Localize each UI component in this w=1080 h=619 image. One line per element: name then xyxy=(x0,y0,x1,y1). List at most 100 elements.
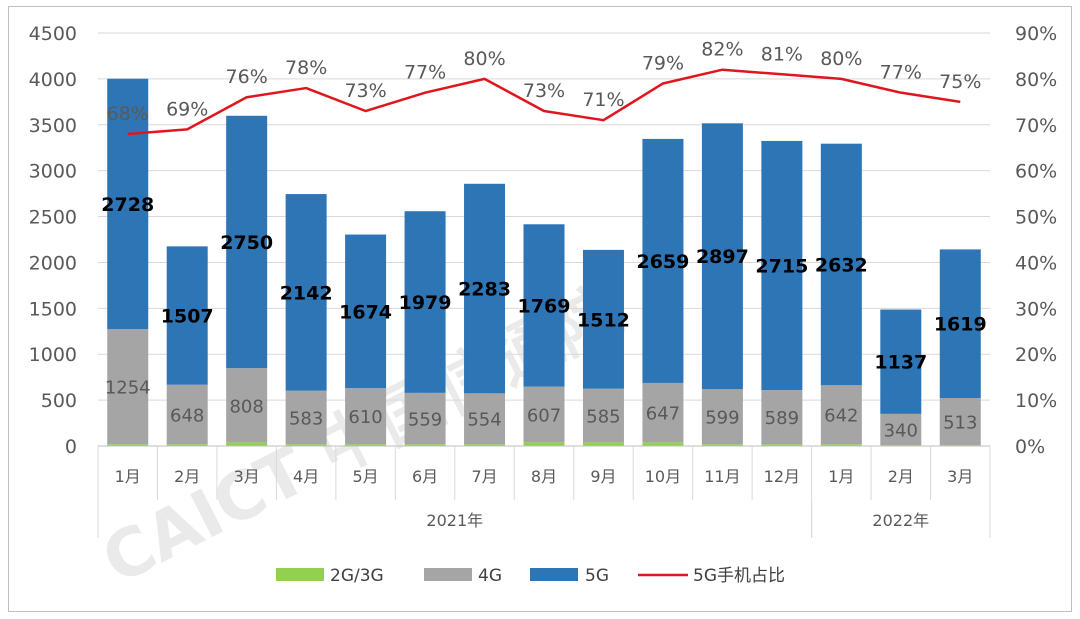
y-left-tick-label: 3000 xyxy=(29,161,77,183)
label-5g-share: 68% xyxy=(107,103,149,125)
label-4g: 599 xyxy=(705,408,739,429)
year-label: 2022年 xyxy=(872,511,929,530)
bar-4g xyxy=(523,386,565,443)
bar-4g xyxy=(226,368,268,443)
x-tick-label: 10月 xyxy=(645,467,681,486)
legend-label: 5G xyxy=(585,566,609,586)
bar-2g3g xyxy=(701,444,743,446)
label-5g-share: 81% xyxy=(761,43,803,65)
bar-5g xyxy=(820,143,862,386)
legend-label: 2G/3G xyxy=(330,566,384,586)
bar-4g xyxy=(701,389,743,445)
bar-4g xyxy=(761,390,803,445)
label-5g: 1507 xyxy=(161,306,214,328)
x-tick-label: 3月 xyxy=(947,467,973,486)
label-4g: 610 xyxy=(348,407,382,428)
share-line xyxy=(127,68,961,136)
label-5g: 2897 xyxy=(696,246,749,268)
label-4g: 585 xyxy=(586,406,620,427)
label-5g: 1619 xyxy=(934,314,987,336)
label-5g-share: 73% xyxy=(344,80,386,102)
legend-swatch-5g xyxy=(530,568,578,581)
label-5g-share: 80% xyxy=(463,48,505,70)
label-5g-share: 82% xyxy=(701,39,743,61)
y-left-tick-label: 2000 xyxy=(29,252,77,274)
label-5g: 2750 xyxy=(220,232,273,254)
bar-2g3g xyxy=(345,444,387,446)
label-4g: 583 xyxy=(289,408,323,429)
legend-swatch-2g3g xyxy=(276,568,324,581)
y-right-tick-label: 80% xyxy=(1015,69,1057,91)
y-left-tick-label: 1000 xyxy=(29,344,77,366)
bar-5g xyxy=(345,234,387,389)
chart-frame xyxy=(8,6,1072,612)
label-5g: 2632 xyxy=(815,254,868,276)
bar-4g xyxy=(285,390,327,445)
bar-2g3g xyxy=(523,442,565,446)
bar-2g3g xyxy=(107,444,149,446)
x-tick-label: 11月 xyxy=(704,467,740,486)
bar-5g xyxy=(880,309,922,414)
bar-5g xyxy=(939,249,981,399)
label-5g-share: 76% xyxy=(226,66,268,88)
line-5g-share xyxy=(127,68,961,136)
bar-2g3g xyxy=(582,442,624,446)
axes: 0 0% 500 10% 1000 20% 1500 30% 2000 40% 2500 50% 300… xyxy=(29,23,1057,538)
bar-4g xyxy=(642,382,684,443)
bar-5g xyxy=(523,224,565,387)
y-left-tick-label: 500 xyxy=(41,390,77,412)
bar-2g3g xyxy=(464,444,506,446)
bar-5g xyxy=(464,183,506,394)
label-5g-share: 78% xyxy=(285,57,327,79)
label-4g: 554 xyxy=(467,410,501,431)
label-5g-share: 77% xyxy=(880,62,922,84)
label-5g: 2728 xyxy=(101,194,154,216)
label-5g-share: 73% xyxy=(523,80,565,102)
y-right-tick-label: 40% xyxy=(1015,252,1057,274)
bar-4g xyxy=(404,392,446,445)
label-4g: 648 xyxy=(170,405,204,426)
bar-5g xyxy=(701,123,743,390)
y-right-tick-label: 50% xyxy=(1015,207,1057,229)
legend-swatch-4g xyxy=(424,568,472,581)
label-4g: 808 xyxy=(229,396,263,417)
bar-2g3g xyxy=(761,444,803,446)
bar-5g xyxy=(582,249,624,389)
x-tick-label: 5月 xyxy=(353,467,379,486)
x-tick-label: 2月 xyxy=(888,467,914,486)
bar-2g3g xyxy=(404,444,446,446)
bar-5g xyxy=(404,211,446,393)
y-left-tick-label: 0 xyxy=(65,436,77,458)
bar-4g xyxy=(464,393,506,445)
label-5g: 1769 xyxy=(518,295,571,317)
bar-5g xyxy=(166,246,208,385)
bar-2g3g xyxy=(285,444,327,446)
y-right-tick-label: 20% xyxy=(1015,344,1057,366)
label-4g: 340 xyxy=(884,420,918,441)
bar-4g xyxy=(939,398,981,446)
bar-4g xyxy=(582,388,624,443)
label-4g: 559 xyxy=(408,410,442,431)
y-left-tick-label: 1500 xyxy=(29,298,77,320)
bar-5g xyxy=(642,138,684,383)
label-4g: 642 xyxy=(824,406,858,427)
y-right-tick-label: 60% xyxy=(1015,161,1057,183)
bar-2g3g xyxy=(166,444,208,446)
y-right-tick-label: 90% xyxy=(1015,23,1057,45)
label-4g: 647 xyxy=(646,404,680,425)
label-5g: 2659 xyxy=(636,251,689,273)
label-5g-share: 79% xyxy=(642,52,684,74)
legend-label: 5G手机占比 xyxy=(693,566,785,586)
y-right-tick-label: 10% xyxy=(1015,390,1057,412)
bar-4g xyxy=(820,385,862,445)
x-tick-label: 12月 xyxy=(764,467,800,486)
y-right-tick-label: 30% xyxy=(1015,298,1057,320)
x-tick-label: 4月 xyxy=(293,467,319,486)
bar-5g xyxy=(107,78,149,330)
bar-2g3g xyxy=(642,442,684,446)
legend: 2G/3G 4G 5G 5G手机占比 xyxy=(276,566,785,586)
label-4g: 1254 xyxy=(105,378,151,399)
label-5g: 1674 xyxy=(339,301,392,323)
y-left-tick-label: 2500 xyxy=(29,207,77,229)
